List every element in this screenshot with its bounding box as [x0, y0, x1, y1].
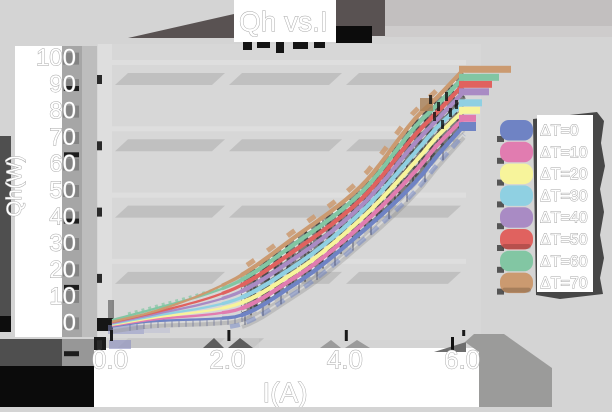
svg-text:ΔT=10: ΔT=10 [540, 144, 588, 161]
svg-text:6.0: 6.0 [444, 345, 480, 375]
svg-text:90: 90 [49, 71, 76, 98]
svg-text:70: 70 [49, 124, 76, 151]
svg-text:2.0: 2.0 [209, 345, 245, 375]
svg-text:Qh vs.I: Qh vs.I [239, 6, 328, 37]
svg-text:4.0: 4.0 [327, 345, 363, 375]
svg-text:40: 40 [49, 204, 76, 231]
svg-text:0.0: 0.0 [92, 345, 128, 375]
svg-text:ΔT=0: ΔT=0 [540, 123, 579, 140]
svg-text:30: 30 [49, 230, 76, 257]
svg-text:ΔT=50: ΔT=50 [540, 232, 588, 249]
svg-text:ΔT=60: ΔT=60 [540, 253, 588, 270]
svg-text:I(A): I(A) [262, 377, 307, 407]
svg-text:ΔT=40: ΔT=40 [540, 210, 588, 227]
svg-text:0: 0 [63, 309, 76, 336]
svg-text:80: 80 [49, 98, 76, 125]
svg-text:10: 10 [49, 283, 76, 310]
svg-text:60: 60 [49, 151, 76, 178]
svg-text:ΔT=70: ΔT=70 [540, 275, 588, 292]
svg-text:ΔT=20: ΔT=20 [540, 166, 588, 183]
svg-text:ΔT=30: ΔT=30 [540, 188, 588, 205]
svg-text:50: 50 [49, 177, 76, 204]
svg-text:100: 100 [36, 45, 76, 72]
svg-text:20: 20 [49, 256, 76, 283]
svg-text:Qh(W): Qh(W) [3, 155, 26, 217]
